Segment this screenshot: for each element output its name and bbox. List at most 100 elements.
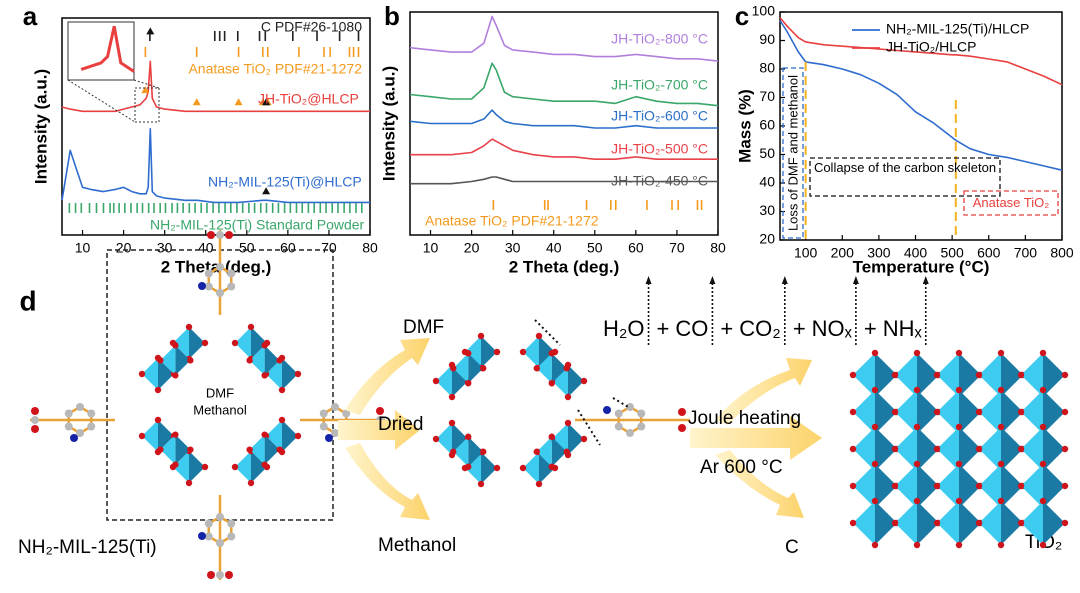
peak-marker xyxy=(146,27,155,35)
atom xyxy=(227,282,236,291)
octahedron xyxy=(175,345,191,376)
octahedron xyxy=(875,464,897,508)
oxygen xyxy=(975,408,983,416)
octahedron xyxy=(917,464,939,508)
x-axis-title: 2 Theta (deg.) xyxy=(161,257,272,276)
scheme-label: DMF xyxy=(403,317,444,338)
octahedron xyxy=(282,358,298,390)
atom xyxy=(31,416,39,424)
oxygen xyxy=(247,479,255,487)
x-tick-label: 800 xyxy=(1050,245,1074,261)
octahedron xyxy=(853,427,875,471)
oxygen xyxy=(975,445,983,453)
scheme-label: Joule heating xyxy=(688,408,801,429)
atom xyxy=(637,409,646,418)
oxygen xyxy=(247,323,255,331)
atom xyxy=(216,231,224,239)
scheme-label: + xyxy=(657,316,670,341)
oxygen xyxy=(849,482,857,490)
oxygen xyxy=(278,416,286,424)
reference-label: C PDF#26-1080 xyxy=(261,19,362,35)
peak-marker xyxy=(141,86,150,94)
oxygen xyxy=(1039,541,1047,549)
x-tick-label: 600 xyxy=(977,245,1001,261)
octahedron xyxy=(173,451,189,483)
atom xyxy=(216,513,224,521)
peak-marker xyxy=(234,98,243,106)
octahedron xyxy=(452,365,468,397)
octahedron xyxy=(142,420,158,452)
oxygen xyxy=(997,497,1005,505)
atom xyxy=(216,571,224,579)
oxygen xyxy=(201,463,209,471)
octahedron xyxy=(465,336,481,368)
annotation: Collapse of the carbon skeleton xyxy=(814,160,996,175)
octahedron xyxy=(937,390,959,434)
atom xyxy=(325,434,333,442)
octahedron xyxy=(959,501,981,545)
oxygen xyxy=(1017,408,1025,416)
octahedron xyxy=(266,358,282,390)
reference-label: Anatase TiO₂ PDF#21-1272 xyxy=(425,213,599,229)
atom xyxy=(319,409,328,418)
series-line xyxy=(409,15,719,62)
y-tick-label: 30 xyxy=(759,202,775,218)
oxygen xyxy=(563,365,570,372)
gas-arrowhead xyxy=(709,276,716,284)
oxygen xyxy=(261,431,268,438)
octahedron xyxy=(523,452,539,484)
oxygen xyxy=(871,423,879,431)
octahedron xyxy=(1021,427,1043,471)
oxygen xyxy=(975,371,983,379)
oxygen xyxy=(891,482,899,490)
process-arrow xyxy=(338,410,420,450)
series-line xyxy=(779,20,1063,171)
oxygen xyxy=(933,408,941,416)
oxygen xyxy=(580,435,588,443)
atom xyxy=(603,406,611,414)
octahedron xyxy=(959,390,981,434)
oxygen xyxy=(172,431,179,438)
oxygen xyxy=(997,386,1005,394)
octahedron xyxy=(979,501,1001,545)
oxygen xyxy=(1017,519,1025,527)
x-tick-label: 40 xyxy=(546,240,562,256)
octahedron xyxy=(468,353,484,384)
octahedron xyxy=(264,434,280,465)
oxygen xyxy=(465,380,472,387)
oxygen xyxy=(913,423,921,431)
octahedron xyxy=(468,436,484,467)
scheme-label: Dried xyxy=(378,414,423,435)
oxygen xyxy=(955,497,963,505)
x-tick-label: 10 xyxy=(423,240,439,256)
oxygen xyxy=(477,332,485,340)
octahedron xyxy=(266,420,282,452)
x-tick-label: 400 xyxy=(904,245,928,261)
oxygen xyxy=(933,519,941,527)
oxygen xyxy=(548,433,555,440)
oxygen xyxy=(933,482,941,490)
oxygen xyxy=(849,445,857,453)
oxygen xyxy=(997,460,1005,468)
octahedron xyxy=(895,353,917,397)
atom xyxy=(64,409,73,418)
octahedron xyxy=(895,390,917,434)
oxygen xyxy=(891,371,899,379)
oxygen xyxy=(278,386,286,394)
scheme-label: C xyxy=(785,537,799,558)
octahedron xyxy=(1043,501,1065,545)
octahedron xyxy=(917,427,939,471)
oxygen xyxy=(1039,386,1047,394)
atom xyxy=(198,282,206,290)
oxygen xyxy=(465,433,472,440)
oxygen xyxy=(955,541,963,549)
octahedron xyxy=(453,353,469,384)
octahedron xyxy=(1001,427,1023,471)
octahedron xyxy=(249,434,265,465)
octahedron xyxy=(251,451,267,483)
atom xyxy=(342,409,351,418)
oxygen xyxy=(231,339,239,347)
process-arrow xyxy=(345,443,430,520)
oxygen xyxy=(157,357,164,364)
gas-arrowhead xyxy=(781,276,788,284)
